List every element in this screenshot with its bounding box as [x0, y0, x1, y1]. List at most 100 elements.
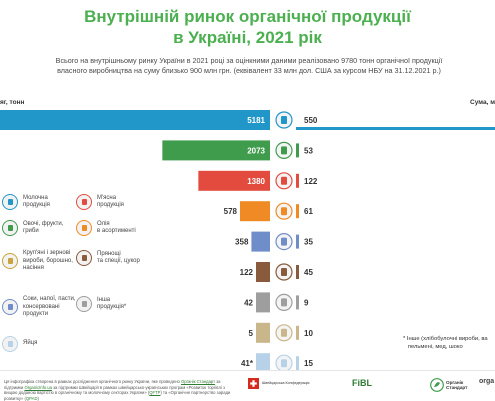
footer-text-d: ) та «Органічне партнерство заради розви…	[4, 390, 231, 401]
legend-swatch	[81, 225, 87, 231]
volume-bar	[256, 353, 270, 370]
footer-text-e: )	[37, 395, 39, 401]
footer-text-c: за підтримки Швейцарії в рамках швейцарс…	[4, 384, 225, 396]
egg-icon	[2, 336, 18, 352]
orga-logo: orga	[479, 378, 495, 385]
volume-value-label: 42	[244, 298, 253, 307]
legend-swatch	[81, 255, 87, 261]
grain-icon	[2, 253, 18, 270]
footer-credits: Ця інфографіка створена в рамках дослідж…	[4, 379, 239, 401]
amount-bar	[296, 173, 299, 188]
organic-standard-text: Органік Стандарт	[446, 379, 468, 390]
legend-label: Олія в асортименті	[97, 220, 136, 235]
swiss-flag-icon	[248, 378, 259, 389]
legend-swatch	[7, 199, 13, 205]
swiss-logo-text: Швейцарська Конфедерація	[262, 381, 310, 386]
footer-link-qpad[interactable]: QPAD	[25, 395, 38, 401]
oil-icon	[76, 220, 92, 236]
footnote-text: * Інше (хлібобулочні вироби, ва пельмені…	[403, 336, 488, 350]
volume-value-label: 5	[249, 329, 254, 338]
category-icon-glyph	[281, 298, 287, 307]
volume-bar	[239, 201, 270, 222]
amount-value-label: 550	[304, 116, 318, 125]
footer: Ця інфографіка створена в рамках дослідж…	[0, 370, 495, 401]
page-subtitle: Всього на внутрішньому ринку України в 2…	[18, 56, 480, 75]
amount-value-label: 35	[304, 238, 313, 247]
volume-bar	[251, 231, 270, 252]
subtitle-line-1: Всього на внутрішньому ринку України в 2…	[55, 56, 443, 65]
volume-value-label: 358	[235, 238, 249, 247]
amount-value-label: 9	[304, 298, 309, 307]
milk-icon	[2, 194, 18, 210]
volume-value-label: 1380	[247, 177, 265, 186]
volume-bar-edge	[0, 110, 6, 130]
amount-value-label: 61	[304, 207, 313, 216]
volume-value-label: 5181	[247, 116, 265, 125]
category-icon-glyph	[281, 207, 287, 216]
volume-value-label: 578	[224, 207, 238, 216]
amount-bar	[296, 234, 299, 249]
legend-swatch	[7, 258, 13, 265]
meat-icon	[76, 194, 92, 210]
amount-value-label: 122	[304, 177, 318, 186]
amount-axis-label: Сума, м	[470, 99, 495, 106]
volume-bar	[256, 292, 270, 313]
amount-bar	[296, 325, 299, 340]
chart: 5181 550 2073 53 1380 122 578 61 358 35 122 45 42 9 5 1…	[0, 110, 495, 370]
legend-label: Молочна продукція	[23, 194, 50, 209]
legend-item: М'ясна продукція	[76, 194, 124, 210]
volume-bar	[256, 262, 270, 282]
spice-icon	[76, 250, 92, 266]
organic-standard-logo: Органік Стандарт	[430, 378, 474, 392]
amount-bar-bg	[296, 110, 495, 130]
category-icon-glyph	[281, 146, 287, 155]
footer-link-organicinfo[interactable]: OrganicInfo.ua	[24, 384, 52, 390]
legend-item: Молочна продукція	[2, 194, 50, 210]
volume-bar	[0, 110, 270, 130]
amount-value-label: 45	[304, 268, 313, 277]
amount-bar	[296, 295, 299, 310]
footer-link-qftp[interactable]: QFTP	[149, 390, 161, 396]
category-icon-glyph	[281, 176, 287, 185]
vegetable-icon	[2, 220, 18, 236]
legend-label: Овочі, фрукти, гриби	[23, 220, 64, 235]
volume-value-label: 122	[240, 268, 254, 277]
volume-bar	[256, 322, 270, 343]
amount-bar	[296, 356, 299, 370]
legend-item: Круп'яні і зернові вироби, борошно, насі…	[2, 250, 73, 273]
other-icon	[76, 296, 92, 312]
title-line-2: в Україні, 2021 рік	[173, 28, 322, 47]
amount-value-label: 10	[304, 329, 313, 338]
amount-value-label: 53	[304, 146, 313, 155]
legend-item: Яйця	[2, 336, 37, 352]
page-title: Внутрішній ринок органічної продукції в …	[0, 6, 495, 48]
legend-swatch	[7, 225, 13, 231]
swiss-logo: Швейцарська Конфедерація	[248, 378, 312, 389]
legend-label: Круп'яні і зернові вироби, борошно, насі…	[23, 250, 73, 271]
footer-text-b: за підтримки	[4, 379, 221, 390]
legend-swatch	[81, 199, 87, 205]
amount-value-label: 15	[304, 359, 313, 368]
volume-bar	[162, 140, 270, 161]
amount-bar	[296, 265, 299, 279]
subtitle-line-2: власного виробництва на суму близько 900…	[57, 65, 441, 75]
title-line-1: Внутрішній ринок органічної продукції	[84, 7, 411, 26]
volume-value-label: 2073	[247, 146, 265, 155]
footer-link-organic-standard[interactable]: Органік Стандарт	[181, 379, 216, 384]
legend-item: Олія в асортименті	[76, 220, 136, 236]
juice-icon	[2, 299, 18, 316]
legend-swatch	[81, 301, 87, 307]
legend-label: М'ясна продукція	[97, 194, 124, 209]
legend-item: Інша продукція*	[76, 296, 126, 312]
volume-axis-label: яг, тонн	[0, 99, 25, 106]
organic-leaf-icon	[430, 378, 444, 392]
amount-bar	[296, 143, 299, 158]
category-icon-glyph	[281, 268, 287, 276]
legend-item: Прянощі та спеції, цукор	[76, 250, 140, 266]
legend-swatch	[7, 304, 13, 311]
category-icon-glyph	[281, 359, 287, 368]
legend-swatch	[7, 341, 13, 347]
legend-label: Прянощі та спеції, цукор	[97, 250, 140, 265]
legend-label: Інша продукція*	[97, 296, 127, 311]
legend-item: Овочі, фрукти, гриби	[2, 220, 63, 236]
